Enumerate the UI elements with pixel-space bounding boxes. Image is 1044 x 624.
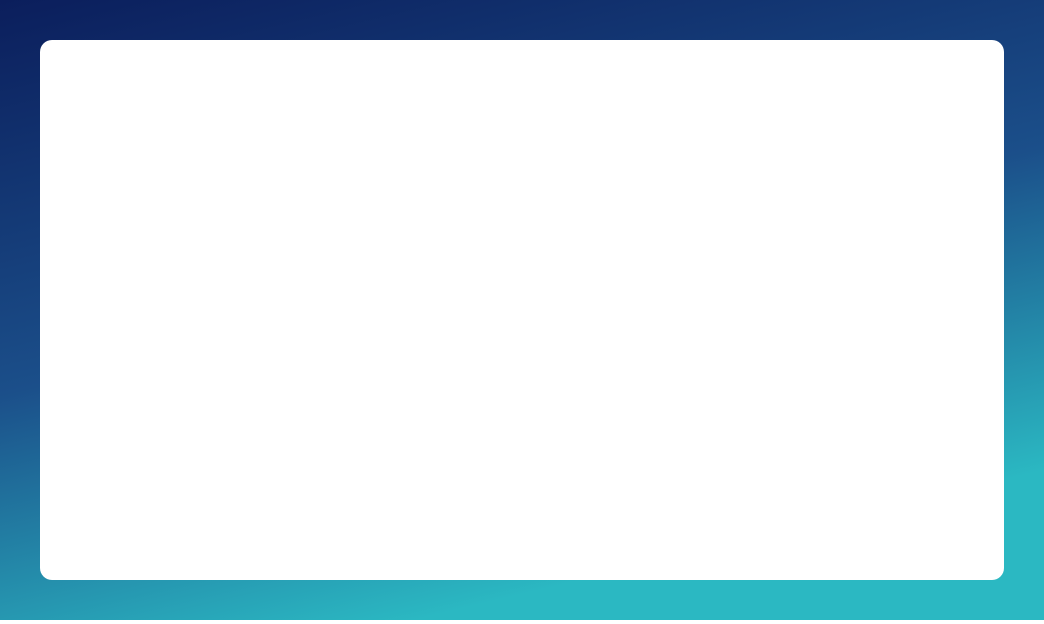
window-bg bbox=[40, 40, 1004, 580]
app-window bbox=[40, 40, 1004, 580]
